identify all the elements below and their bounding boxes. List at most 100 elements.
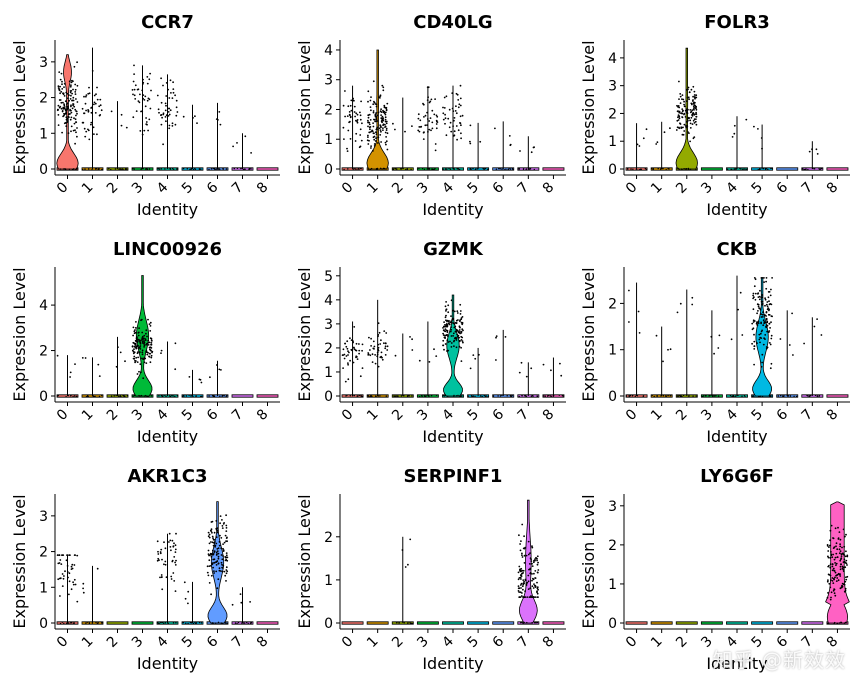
x-tick-label-0: 0 <box>339 179 357 197</box>
y-tick-label: 4 <box>324 43 333 59</box>
data-point <box>171 394 173 397</box>
data-point <box>524 579 527 582</box>
data-point <box>829 557 832 559</box>
data-point <box>367 121 370 124</box>
x-tick-label-6: 6 <box>490 406 508 424</box>
data-point <box>469 367 472 370</box>
data-point <box>63 575 65 577</box>
y-tick-label: 2 <box>39 344 48 360</box>
data-point <box>359 375 362 378</box>
data-point <box>172 395 174 397</box>
data-point <box>182 115 185 118</box>
data-point <box>763 322 766 325</box>
data-point <box>376 394 379 397</box>
data-point <box>687 86 690 89</box>
data-point <box>160 77 163 80</box>
data-point <box>455 105 457 108</box>
data-point <box>820 168 822 170</box>
data-point <box>147 344 150 346</box>
data-point <box>759 289 761 292</box>
data-point <box>222 167 224 170</box>
data-point <box>836 622 839 625</box>
data-point <box>436 120 438 123</box>
data-point <box>449 330 452 333</box>
data-point <box>761 147 763 150</box>
data-point <box>355 112 358 115</box>
data-point <box>691 114 693 116</box>
data-point <box>71 563 74 566</box>
data-point <box>58 554 61 556</box>
data-point <box>762 319 765 322</box>
data-point <box>418 126 421 128</box>
data-point <box>376 114 379 117</box>
y-axis-label: Expression Level <box>10 494 29 628</box>
data-point <box>676 126 679 129</box>
x-tick-label-1: 1 <box>79 633 97 651</box>
data-point <box>136 88 139 91</box>
data-point <box>693 104 696 107</box>
data-point <box>753 363 755 366</box>
data-point <box>244 168 246 170</box>
data-point <box>428 101 431 104</box>
data-point <box>665 169 667 171</box>
data-point <box>834 562 836 564</box>
data-point <box>83 127 86 130</box>
data-point <box>419 396 421 398</box>
data-point <box>69 85 72 88</box>
data-point <box>148 323 151 325</box>
data-point <box>819 168 821 171</box>
data-point <box>768 303 771 306</box>
data-point <box>685 100 688 102</box>
data-point <box>56 109 59 112</box>
data-point <box>86 621 88 623</box>
data-point <box>72 581 74 584</box>
data-point <box>141 357 143 360</box>
data-point <box>527 169 530 171</box>
data-point <box>133 94 136 97</box>
data-point <box>444 343 447 345</box>
data-point <box>518 395 520 398</box>
data-point <box>376 127 378 129</box>
x-tick-label-5: 5 <box>748 406 766 424</box>
data-point <box>424 124 427 127</box>
data-point <box>137 356 140 359</box>
data-point <box>522 572 524 574</box>
data-point <box>828 622 830 624</box>
data-point <box>816 395 818 397</box>
data-point <box>148 78 151 81</box>
data-point <box>120 168 122 171</box>
data-point <box>472 167 474 170</box>
data-point <box>532 596 534 598</box>
data-point <box>375 396 377 398</box>
data-point <box>73 578 76 581</box>
data-point <box>694 97 696 100</box>
data-point <box>403 622 405 624</box>
data-point <box>693 96 696 99</box>
data-point <box>62 92 64 95</box>
data-point <box>374 354 376 356</box>
data-point <box>688 98 690 101</box>
data-point <box>150 354 153 357</box>
data-point <box>482 167 484 169</box>
data-point <box>373 100 375 103</box>
data-point <box>528 596 531 598</box>
data-point <box>217 578 220 581</box>
data-point <box>174 561 177 564</box>
data-point <box>765 280 767 283</box>
data-point <box>787 394 789 397</box>
violin-base-8 <box>826 394 849 398</box>
data-point <box>142 377 145 380</box>
data-point <box>522 588 524 591</box>
data-point <box>520 574 522 576</box>
x-tick-label-0: 0 <box>54 406 72 424</box>
data-point <box>530 560 533 562</box>
data-point <box>65 91 68 94</box>
data-point <box>444 328 447 330</box>
x-tick-label-0: 0 <box>623 633 641 651</box>
data-point <box>383 342 385 345</box>
data-point <box>450 320 453 322</box>
data-point <box>638 145 641 147</box>
data-point <box>353 99 355 102</box>
data-point <box>95 621 97 624</box>
data-point <box>752 394 754 396</box>
